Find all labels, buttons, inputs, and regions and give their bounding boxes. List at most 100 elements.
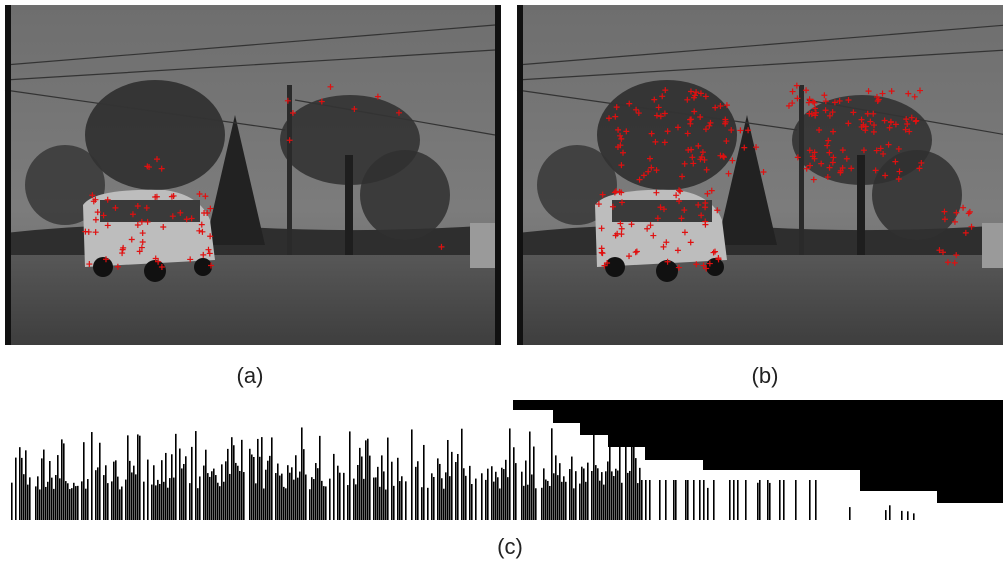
bar-stripe [443, 489, 445, 520]
bar-stripe [687, 480, 689, 520]
bar-stripe [469, 466, 471, 520]
bar-stripe [133, 466, 135, 520]
bar-stripe [451, 452, 453, 520]
label-b: (b) [752, 363, 779, 388]
bar-stripe [205, 450, 207, 520]
bar-stripe [497, 477, 499, 520]
bar-stripe [543, 468, 545, 520]
bar-stripe [23, 474, 25, 520]
bar-stripe [119, 489, 121, 520]
bar-stripe [523, 486, 525, 520]
bar-stripe [143, 482, 145, 520]
bar-stripe [87, 479, 89, 520]
bar-stripe [729, 480, 731, 520]
bar-stripe [343, 473, 345, 520]
bar-stripe [169, 478, 171, 520]
bar-stripe [365, 440, 367, 520]
bar-stripe [217, 483, 219, 520]
bar-stripe [347, 485, 349, 520]
bar-stripe [231, 437, 233, 520]
bar-stripe [213, 469, 215, 520]
bar-stripe [499, 488, 501, 520]
bar-stripe [503, 469, 505, 520]
bar-stripe [383, 471, 385, 520]
bar-stripe [301, 427, 303, 520]
bar-stripe [287, 465, 289, 520]
bar-stripe [121, 487, 123, 520]
bar-stripe [289, 473, 291, 520]
bar-stripe [471, 484, 473, 520]
bar-stripe [611, 471, 613, 520]
bar-stripe [535, 488, 537, 520]
bar-stripe [547, 481, 549, 520]
bar-stripe [25, 450, 27, 520]
bar-stripe [305, 475, 307, 520]
bar-stripe [619, 439, 621, 520]
bar-stripe [43, 450, 45, 520]
bar-stripe [237, 466, 239, 520]
bar-stripe [733, 480, 735, 520]
bar-stripe [155, 485, 157, 520]
bar-stripe [271, 437, 273, 520]
bar-stripe [207, 473, 209, 520]
bar-stripe [127, 435, 129, 520]
bar-stripe [159, 484, 161, 520]
bar-stripe [333, 454, 335, 520]
bar-stripe [57, 455, 59, 520]
bar-stripe [417, 461, 419, 520]
bar-stripe [393, 486, 395, 520]
bar-stripe [69, 489, 71, 520]
bar-stripe [699, 480, 701, 520]
bar-stripe [369, 456, 371, 520]
bar-stripe [565, 482, 567, 520]
bar-stripe [575, 471, 577, 520]
bar-stripe [507, 477, 509, 520]
bar-stripe [117, 477, 119, 520]
bar-stripe [373, 478, 375, 520]
bar-stripe [11, 483, 13, 520]
bar-stripe [171, 454, 173, 520]
bar-stripe [61, 439, 63, 520]
bar-stripe [377, 467, 379, 520]
bar-stripe [385, 490, 387, 520]
bar-stripe [107, 483, 109, 520]
bar-stripe [617, 470, 619, 520]
bar-stripe [527, 485, 529, 520]
bar-stripe [737, 480, 739, 520]
bar-stripe [809, 480, 811, 520]
photo-b [517, 5, 1003, 345]
bar-stripe [379, 487, 381, 520]
bar-stripe [759, 480, 761, 520]
bar-stripe [359, 448, 361, 520]
bar-stripe [75, 486, 77, 520]
bar-stripe [501, 468, 503, 520]
bar-stripe [281, 474, 283, 520]
bar-stripe [627, 473, 629, 520]
bar-stripe [557, 475, 559, 520]
bar-stripe [427, 488, 429, 520]
bar-stripe [251, 454, 253, 520]
bar-stripe [261, 437, 263, 520]
bar-stripe [215, 475, 217, 520]
page: (a) (b) (c) (() => { const data = JSON.p… [0, 0, 1003, 563]
bar-stripe [515, 463, 517, 520]
bar-stripe [291, 467, 293, 520]
bar-stripe [355, 484, 357, 520]
bar-stripe [487, 469, 489, 520]
bar-stripe [399, 481, 401, 520]
bar-stripe [185, 456, 187, 520]
bar-stripe [593, 430, 595, 520]
bar-stripe [441, 478, 443, 520]
bar-stripe [673, 480, 675, 520]
bar-stripe [255, 483, 257, 520]
bar-stripe [675, 480, 677, 520]
bar-stripe [83, 442, 85, 520]
bar-stripe [629, 471, 631, 520]
bar-stripe [573, 488, 575, 520]
bar-stripe [181, 468, 183, 520]
bar-stripe [63, 443, 65, 520]
bar-stripe [197, 488, 199, 520]
bar-stripe [243, 472, 245, 520]
bar-stripe [137, 434, 139, 520]
bar-stripe [157, 480, 159, 520]
